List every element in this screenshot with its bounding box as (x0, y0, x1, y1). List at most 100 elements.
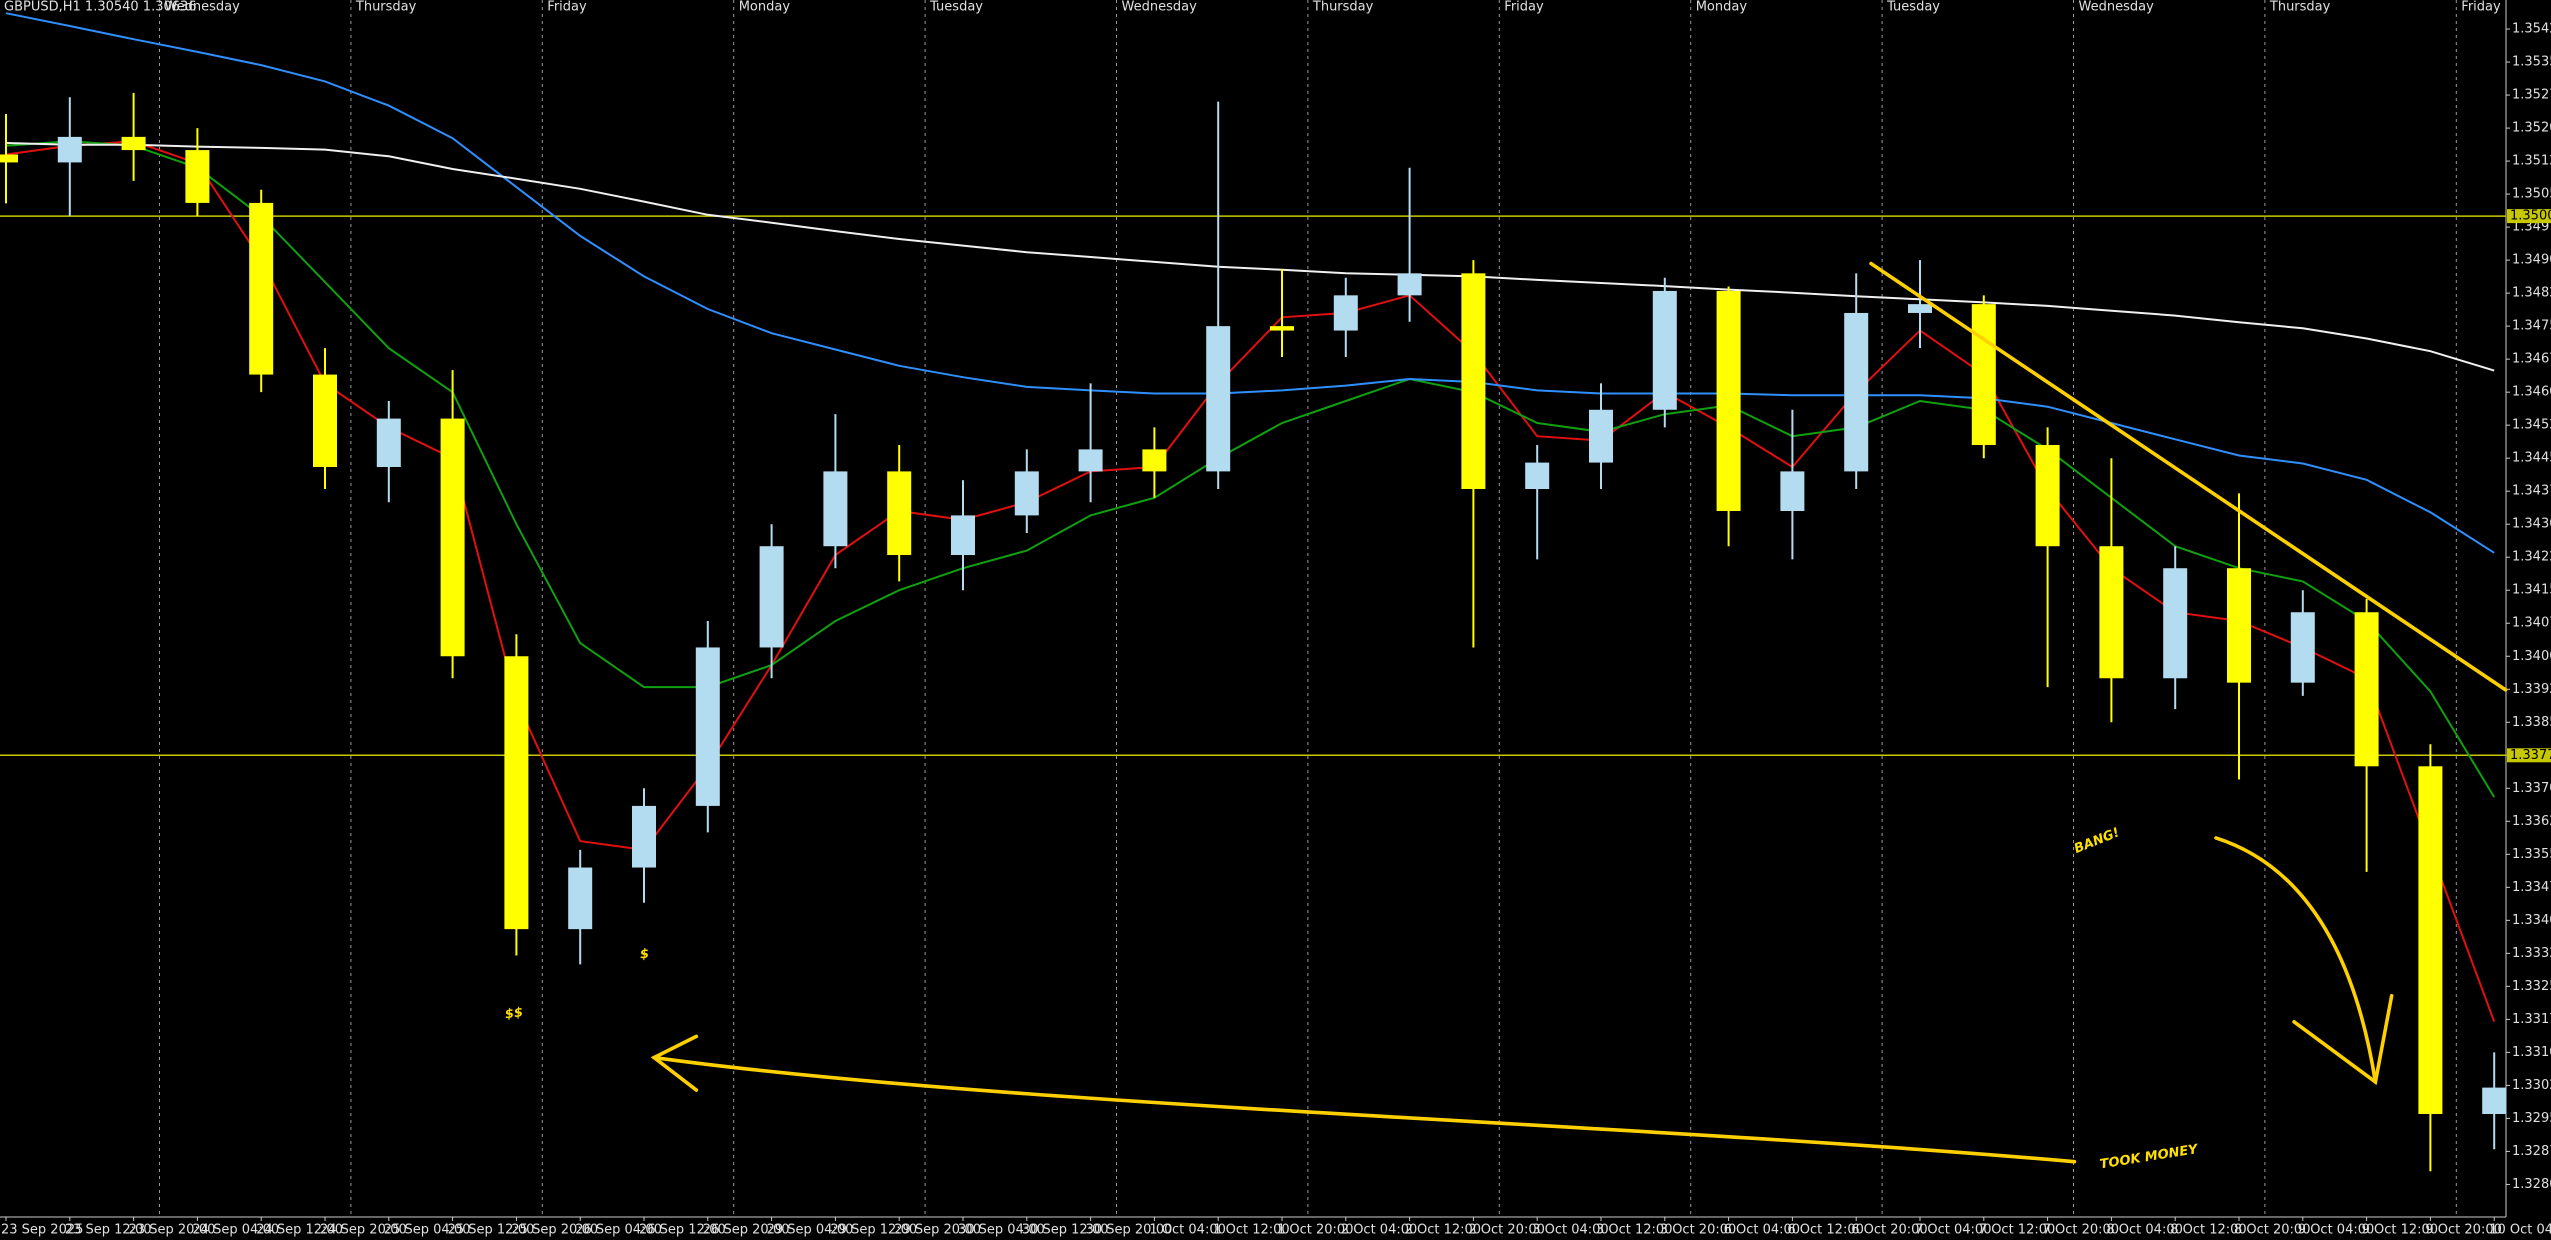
day-label: Monday (1696, 0, 1748, 15)
candle-body (632, 805, 656, 868)
y-tick-label: 1.35200 (2512, 121, 2551, 136)
y-tick-label: 1.33475 (2512, 880, 2551, 895)
candle-body (1652, 290, 1677, 410)
day-label: Monday (739, 0, 791, 15)
candle-body (2163, 568, 2188, 679)
x-tick-label: 29 Sep 04:00 (767, 1223, 854, 1238)
day-label: Wednesday (2079, 0, 2155, 15)
arrow-head (650, 1034, 699, 1092)
trendline (1869, 261, 2508, 692)
x-tick-label: 30 Sep 20:00 (1086, 1223, 1173, 1238)
x-tick-label: 2 Oct 20:00 (1468, 1223, 1544, 1238)
y-tick-label: 1.33550 (2512, 847, 2551, 862)
y-tick-label: 1.34300 (2512, 517, 2551, 532)
candle-body (1270, 326, 1294, 331)
x-tick-label: 23 Sep 2025 (1, 1223, 83, 1238)
candle-body (1525, 462, 1550, 490)
x-tick-label: 3 Oct 12:00 (1596, 1223, 1672, 1238)
x-tick-label: 7 Oct 04:00 (1915, 1223, 1991, 1238)
x-tick-label: 8 Oct 12:00 (2170, 1223, 2246, 1238)
y-tick-label: 1.33850 (2512, 715, 2551, 730)
candle-body (1014, 471, 1039, 516)
candle-body (1908, 304, 1932, 313)
arrow (652, 1055, 2077, 1164)
price-axis (2506, 0, 2551, 1240)
y-tick-label: 1.33325 (2512, 946, 2551, 961)
moving-average (5, 140, 2496, 1022)
arrow (2214, 836, 2378, 1084)
y-tick-label: 1.32950 (2512, 1111, 2551, 1126)
y-tick-label: 1.34675 (2512, 352, 2551, 367)
x-tick-label: 2 Oct 12:00 (1405, 1223, 1481, 1238)
x-tick-label: 8 Oct 20:00 (2234, 1223, 2310, 1238)
candle-body (2099, 546, 2124, 679)
y-tick-label: 1.34525 (2512, 418, 2551, 433)
x-tick-label: 6 Oct 04:00 (1724, 1223, 1800, 1238)
x-tick-label: 29 Sep 12:00 (830, 1223, 917, 1238)
day-label: Wednesday (165, 0, 241, 15)
y-tick-label: 1.35275 (2512, 88, 2551, 103)
y-tick-label: 1.35125 (2512, 154, 2551, 169)
y-tick-label: 1.34975 (2512, 220, 2551, 235)
y-tick-label: 1.34450 (2512, 451, 2551, 466)
day-label: Tuesday (1886, 0, 1940, 15)
level-tag (2507, 748, 2551, 763)
candle-body (57, 136, 82, 163)
x-tick-label: 26 Sep 04:00 (575, 1223, 662, 1238)
x-tick-label: 24 Sep 20:00 (320, 1223, 407, 1238)
day-label: Friday (1504, 0, 1544, 15)
day-label: Wednesday (1122, 0, 1198, 15)
candle-body (1971, 304, 1996, 445)
y-tick-label: 1.33025 (2512, 1078, 2551, 1093)
candle-body (759, 546, 784, 648)
candle-body (1397, 273, 1422, 296)
day-label: Thursday (355, 0, 417, 15)
day-label: Thursday (2269, 0, 2331, 15)
candle-body (1461, 273, 1486, 490)
candle-body (2482, 1087, 2507, 1115)
candle-body (121, 136, 146, 151)
candle-body (1844, 312, 1869, 472)
x-tick-label: 26 Sep 20:00 (703, 1223, 790, 1238)
y-tick-label: 1.32800 (2512, 1177, 2551, 1192)
x-tick-label: 30 Sep 12:00 (1022, 1223, 1109, 1238)
candle-body (1716, 290, 1741, 512)
day-label: Friday (547, 0, 587, 15)
y-tick-label: 1.33700 (2512, 781, 2551, 796)
candle-body (887, 471, 912, 556)
candle-body (1333, 295, 1358, 331)
candle-body (823, 471, 848, 547)
candle-body (2035, 444, 2060, 547)
candle-body (0, 154, 18, 163)
x-tick-label: 7 Oct 20:00 (2043, 1223, 2119, 1238)
annotation: $ (639, 947, 650, 963)
y-tick-label: 1.34225 (2512, 550, 2551, 565)
x-tick-label: 2 Oct 04:00 (1341, 1223, 1417, 1238)
x-tick-label: 7 Oct 12:00 (1979, 1223, 2055, 1238)
y-tick-label: 1.34900 (2512, 253, 2551, 268)
x-tick-label: 3 Oct 04:00 (1532, 1223, 1608, 1238)
y-tick-label: 1.33250 (2512, 979, 2551, 994)
x-tick-label: 24 Sep 12:00 (256, 1223, 343, 1238)
y-tick-label: 1.32875 (2512, 1144, 2551, 1159)
candle-body (695, 647, 720, 806)
candle-body (185, 150, 210, 203)
x-tick-label: 23 Sep 12:00 (65, 1223, 152, 1238)
x-tick-label: 29 Sep 20:00 (894, 1223, 981, 1238)
candle-body (249, 202, 274, 375)
y-tick-label: 1.33100 (2512, 1045, 2551, 1060)
candle-body (1206, 326, 1231, 472)
chart-title: GBPUSD,H1 1.30540 1.30636 (4, 0, 197, 15)
y-tick-label: 1.34750 (2512, 319, 2551, 334)
y-tick-label: 1.35350 (2512, 55, 2551, 70)
annotation: $$ (504, 1005, 524, 1022)
y-tick-label: 1.34375 (2512, 484, 2551, 499)
arrow-head (2292, 993, 2394, 1086)
x-tick-label: 23 Sep 20:00 (129, 1223, 216, 1238)
x-tick-label: 25 Sep 12:00 (448, 1223, 535, 1238)
y-tick-label: 1.34000 (2512, 649, 2551, 664)
day-label: Thursday (1312, 0, 1374, 15)
moving-average (5, 142, 2495, 372)
